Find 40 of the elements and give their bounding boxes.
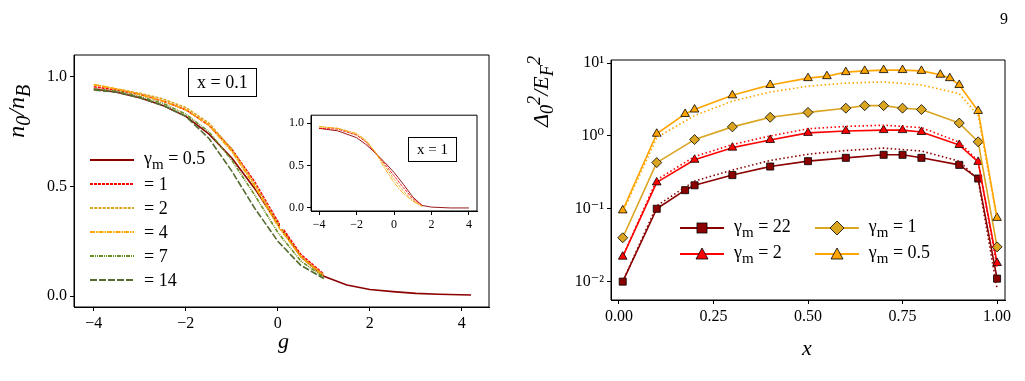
- y-tick-label: 10⁻¹: [574, 198, 605, 216]
- x-tick-label: −2: [177, 313, 195, 331]
- annotation: x = 0.1: [188, 68, 257, 97]
- legend-label: γ$_{m}$ = 2: [734, 241, 782, 267]
- y-tick-label: 0.5: [47, 176, 67, 194]
- x-tick-label: 0.00: [604, 306, 633, 324]
- x-tick-label: 4: [457, 313, 466, 331]
- legend-label: = 14: [144, 269, 177, 291]
- y-tick-label: 10¹: [583, 53, 605, 71]
- x-tick-label: 0.25: [699, 306, 728, 324]
- y-tick-label: 10⁻²: [574, 271, 605, 289]
- x-tick-label: −4: [85, 313, 103, 331]
- legend-label: γ$_{m}$ = 22: [734, 215, 791, 241]
- x-tick-label: −2: [350, 217, 363, 232]
- x-axis-title: g: [278, 328, 289, 354]
- legend-label: γ$_{m}$ = 1: [868, 215, 917, 241]
- legend-label: = 1: [144, 173, 168, 195]
- x-tick-label: 0.75: [888, 306, 917, 324]
- legend-label: = 2: [144, 197, 168, 219]
- x-tick-label: 0.50: [794, 306, 822, 324]
- x-tick-label: 2: [428, 217, 435, 232]
- text: 9: [1000, 10, 1008, 28]
- x-tick-label: 0: [273, 313, 282, 331]
- y-tick-label: 1.0: [47, 67, 67, 85]
- x-tick-label: 0: [391, 217, 397, 232]
- annotation: x = 1: [408, 137, 457, 162]
- legend-label: = 7: [144, 245, 168, 267]
- legend-label: γ$_{m}$ = 0.5: [868, 241, 931, 267]
- y-tick-label: 10⁰: [581, 126, 604, 144]
- y-tick-label: 0.5: [289, 157, 304, 172]
- x-tick-label: −4: [312, 217, 326, 232]
- y-tick-label: 0.0: [289, 200, 304, 215]
- y-tick-label: 0.0: [47, 286, 67, 304]
- x-tick-label: 1.00: [983, 306, 1012, 324]
- x-axis-title: x: [802, 335, 812, 361]
- legend-label: = 4: [144, 221, 168, 243]
- x-tick-label: 4: [465, 217, 472, 232]
- y-tick-label: 1.0: [289, 115, 304, 130]
- legend-label: γ$_{m}$ = 0.5: [144, 147, 206, 173]
- x-tick-label: 2: [365, 313, 374, 331]
